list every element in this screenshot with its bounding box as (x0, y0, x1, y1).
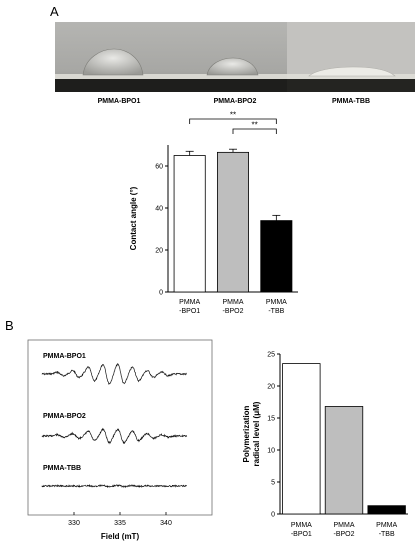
contact-angle-bar (260, 220, 293, 293)
droplet-photo-bpo1 (55, 22, 183, 92)
contact-angle-category-label: PMMA -TBB (266, 299, 287, 315)
epr-trace-tbb (41, 483, 188, 489)
epr-x-axis-label: Field (mT) (101, 532, 140, 541)
radical-level-bar (367, 505, 406, 515)
epr-x-tick-label: 340 (160, 520, 172, 527)
contact-angle-bar (216, 151, 249, 293)
epr-trace-label: PMMA-BPO2 (43, 413, 86, 420)
radical-level-chart: 0 5 10 15 20 25 PMMA -BPO1 PMMA -BPO2 PMMA -TBB Poly… (242, 352, 408, 538)
significance-label-bpo2-tbb: ** (252, 121, 258, 130)
radical-level-y-tick-label: 5 (271, 480, 275, 487)
photo-label-bpo2: PMMA-BPO2 (213, 98, 257, 105)
epr-x-tick-label: 335 (114, 520, 126, 527)
radical-level-y-tick-label: 20 (267, 384, 275, 391)
panel-a-letter: A (50, 4, 59, 19)
radical-level-y-axis-label-line2: radical level (μM) (252, 401, 261, 466)
epr-trace-bpo1 (41, 362, 187, 385)
photo-label-bpo1: PMMA-BPO1 (97, 98, 141, 105)
significance-label-bpo1-tbb: ** (230, 111, 236, 120)
contact-angle-y-tick-label: 20 (155, 248, 163, 255)
epr-trace-label: PMMA-BPO1 (43, 353, 86, 360)
contact-angle-bar (173, 155, 206, 293)
contact-angle-y-tick-label: 0 (159, 290, 163, 297)
radical-level-category-label: PMMA -BPO2 (333, 522, 354, 538)
epr-x-tick-label: 330 (68, 520, 80, 527)
contact-angle-category-label: PMMA -BPO1 (179, 299, 200, 315)
radical-level-y-tick-label: 15 (267, 416, 275, 423)
radical-level-y-tick-label: 25 (267, 352, 275, 359)
radical-level-bar (324, 406, 364, 515)
radical-level-y-tick-label: 0 (271, 512, 275, 519)
radical-level-category-label: PMMA -BPO1 (291, 522, 312, 538)
epr-trace-label: PMMA-TBB (43, 465, 81, 472)
panel-b-letter: B (5, 318, 14, 333)
radical-level-y-axis-label-line1: Polymerization (242, 405, 251, 462)
epr-spectra: 330 335 340 Field (mT) PMMA-BPO1 PMMA-BPO2 PMM… (27, 339, 213, 541)
droplet-photo-tbb (287, 22, 415, 92)
contact-angle-chart: 0 20 40 60 PMMA -BPO1 PMMA -BPO2 PMMA -TBB Contact… (129, 111, 298, 315)
significance-bracket-bpo2-tbb (232, 128, 277, 134)
significance-bracket-bpo1-tbb (189, 118, 277, 124)
droplet-photo-bpo2 (171, 22, 299, 92)
radical-level-category-label: PMMA -TBB (376, 522, 397, 538)
epr-frame (27, 339, 213, 516)
contact-angle-y-tick-label: 60 (155, 164, 163, 171)
radical-level-y-tick-label: 10 (267, 448, 275, 455)
contact-angle-y-tick-label: 40 (155, 206, 163, 213)
contact-angle-category-label: PMMA -BPO2 (222, 299, 243, 315)
photo-label-tbb: PMMA-TBB (331, 98, 371, 105)
radical-level-bar (282, 363, 321, 515)
epr-trace-bpo2 (41, 427, 188, 445)
contact-angle-y-axis-label: Contact angle (°) (129, 186, 138, 250)
